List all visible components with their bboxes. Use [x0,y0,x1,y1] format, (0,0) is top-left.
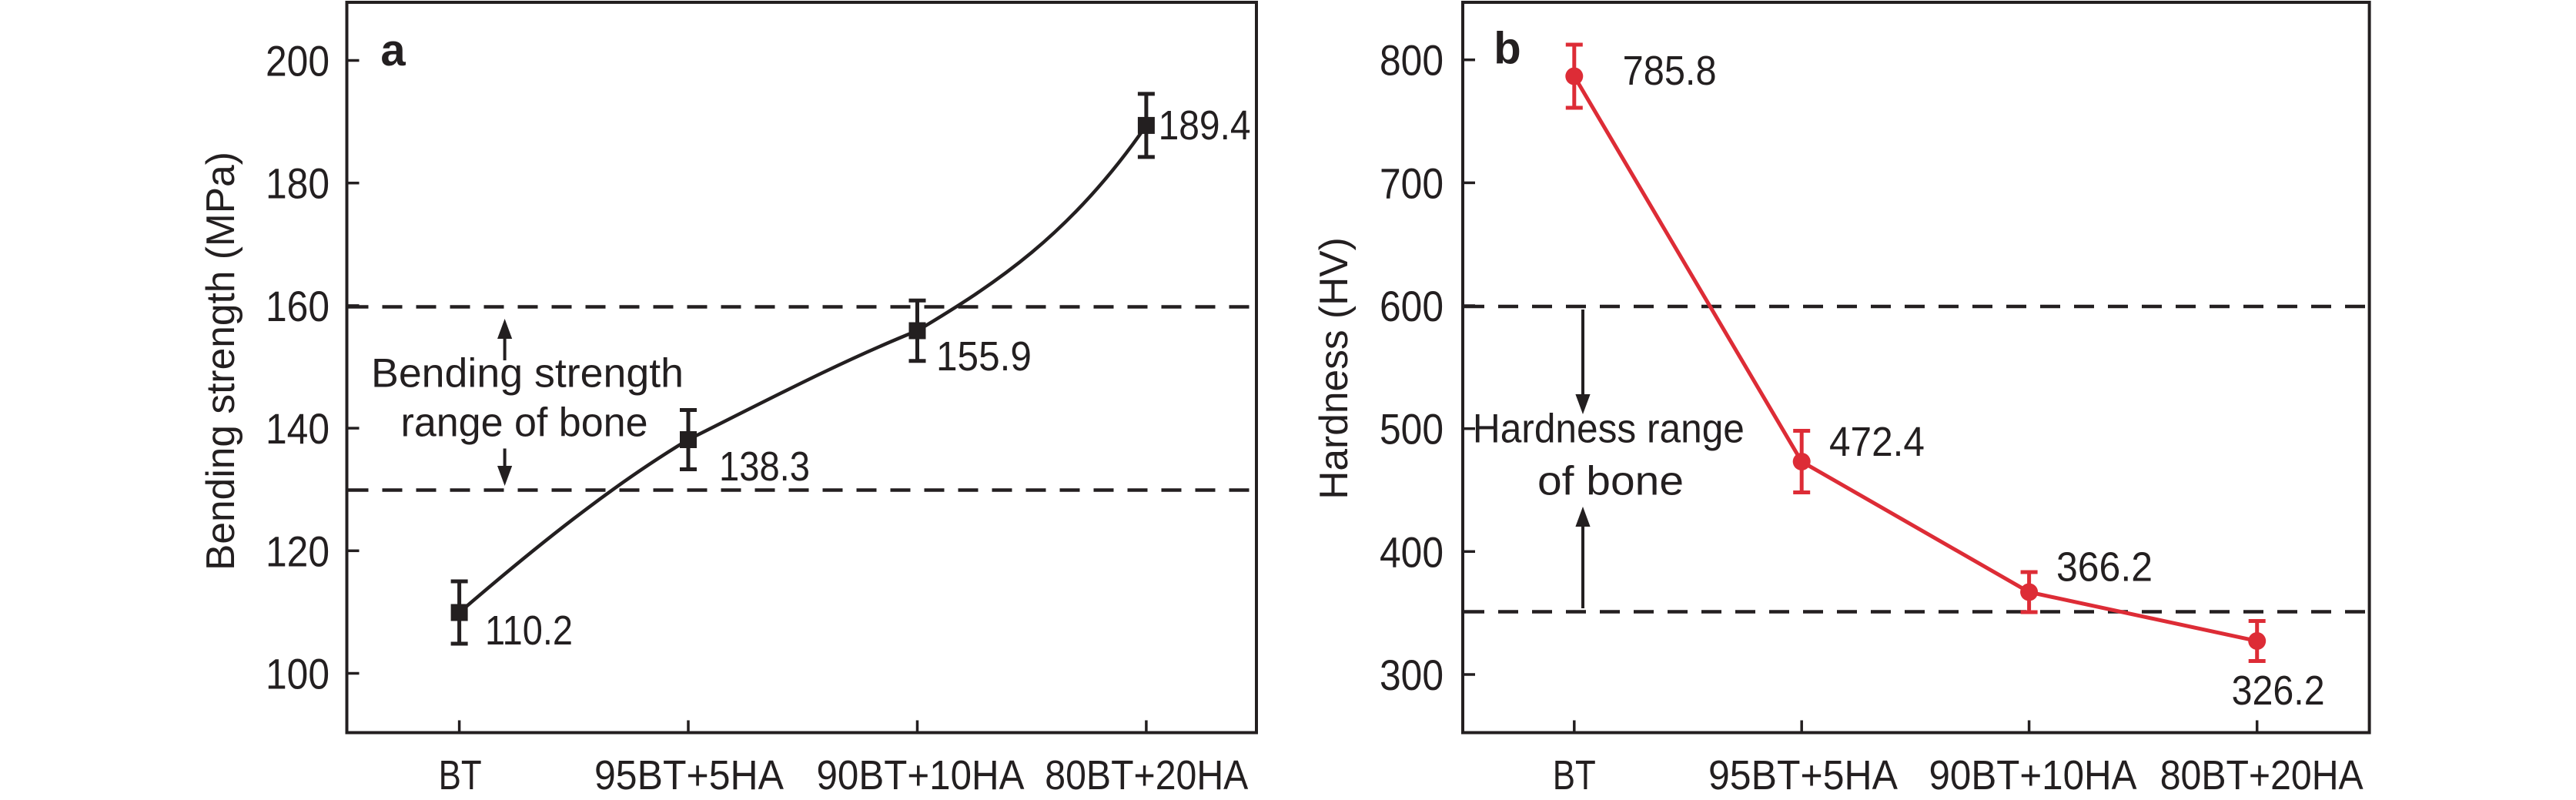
svg-text:400: 400 [1380,527,1444,576]
svg-text:90BT+10HA: 90BT+10HA [817,752,1025,798]
svg-text:BT: BT [439,752,482,798]
svg-text:366.2: 366.2 [2056,544,2153,591]
svg-text:80BT+20HA: 80BT+20HA [1045,752,1248,798]
svg-text:160: 160 [266,282,330,330]
svg-text:500: 500 [1380,405,1444,454]
svg-text:Hardness (HV): Hardness (HV) [1311,237,1356,500]
svg-text:300: 300 [1380,651,1444,699]
svg-text:180: 180 [266,159,330,208]
svg-text:110.2: 110.2 [485,608,573,654]
svg-text:140: 140 [266,404,330,453]
svg-text:785.8: 785.8 [1623,48,1717,94]
svg-text:138.3: 138.3 [719,444,810,490]
svg-text:95BT+5HA: 95BT+5HA [1708,752,1898,798]
svg-text:200: 200 [266,37,330,85]
svg-text:BT: BT [1553,752,1596,798]
svg-text:120: 120 [266,527,330,575]
svg-text:95BT+5HA: 95BT+5HA [594,752,784,798]
svg-text:Bending strength (MPa): Bending strength (MPa) [198,152,243,571]
svg-text:326.2: 326.2 [2232,668,2325,714]
svg-text:100: 100 [266,650,330,698]
svg-text:472.4: 472.4 [1829,419,1925,465]
svg-text:90BT+10HA: 90BT+10HA [1929,752,2137,798]
svg-text:of bone: of bone [1537,459,1684,504]
svg-text:189.4: 189.4 [1159,102,1251,149]
svg-text:800: 800 [1380,36,1444,85]
svg-text:700: 700 [1380,159,1444,207]
svg-text:a: a [380,25,406,75]
svg-text:Hardness range: Hardness range [1473,406,1745,451]
svg-text:600: 600 [1380,282,1444,330]
svg-text:155.9: 155.9 [936,333,1032,380]
svg-text:range of bone: range of bone [401,400,648,445]
svg-text:80BT+20HA: 80BT+20HA [2160,752,2364,798]
svg-text:b: b [1494,24,1521,74]
svg-text:Bending strength: Bending strength [371,351,684,397]
